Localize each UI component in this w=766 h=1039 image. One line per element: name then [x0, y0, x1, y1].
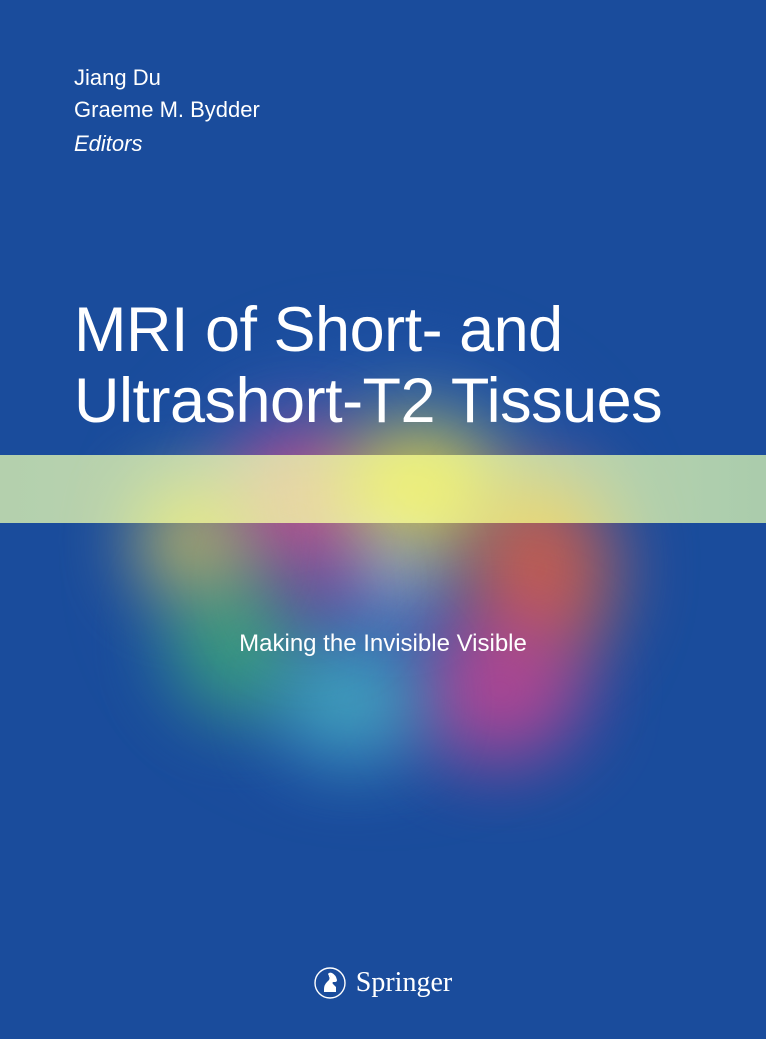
art-blob — [280, 640, 420, 760]
editor-name-2: Graeme M. Bydder — [74, 94, 260, 126]
publisher-block: Springer — [0, 965, 766, 1001]
editor-role-label: Editors — [74, 128, 260, 160]
art-blob — [265, 545, 355, 635]
accent-bar — [0, 455, 766, 523]
book-cover: Jiang Du Graeme M. Bydder Editors MRI of… — [0, 0, 766, 1039]
title-line-2: Ultrashort-T2 Tissues — [74, 366, 736, 437]
art-blob — [363, 548, 418, 603]
editors-block: Jiang Du Graeme M. Bydder Editors — [74, 62, 260, 160]
publisher-name: Springer — [356, 967, 452, 999]
editor-name-1: Jiang Du — [74, 62, 260, 94]
title-line-1: MRI of Short- and — [74, 295, 736, 366]
book-title: MRI of Short- and Ultrashort-T2 Tissues — [74, 295, 736, 436]
book-subtitle: Making the Invisible Visible — [0, 630, 766, 658]
chess-knight-icon — [314, 965, 346, 1001]
